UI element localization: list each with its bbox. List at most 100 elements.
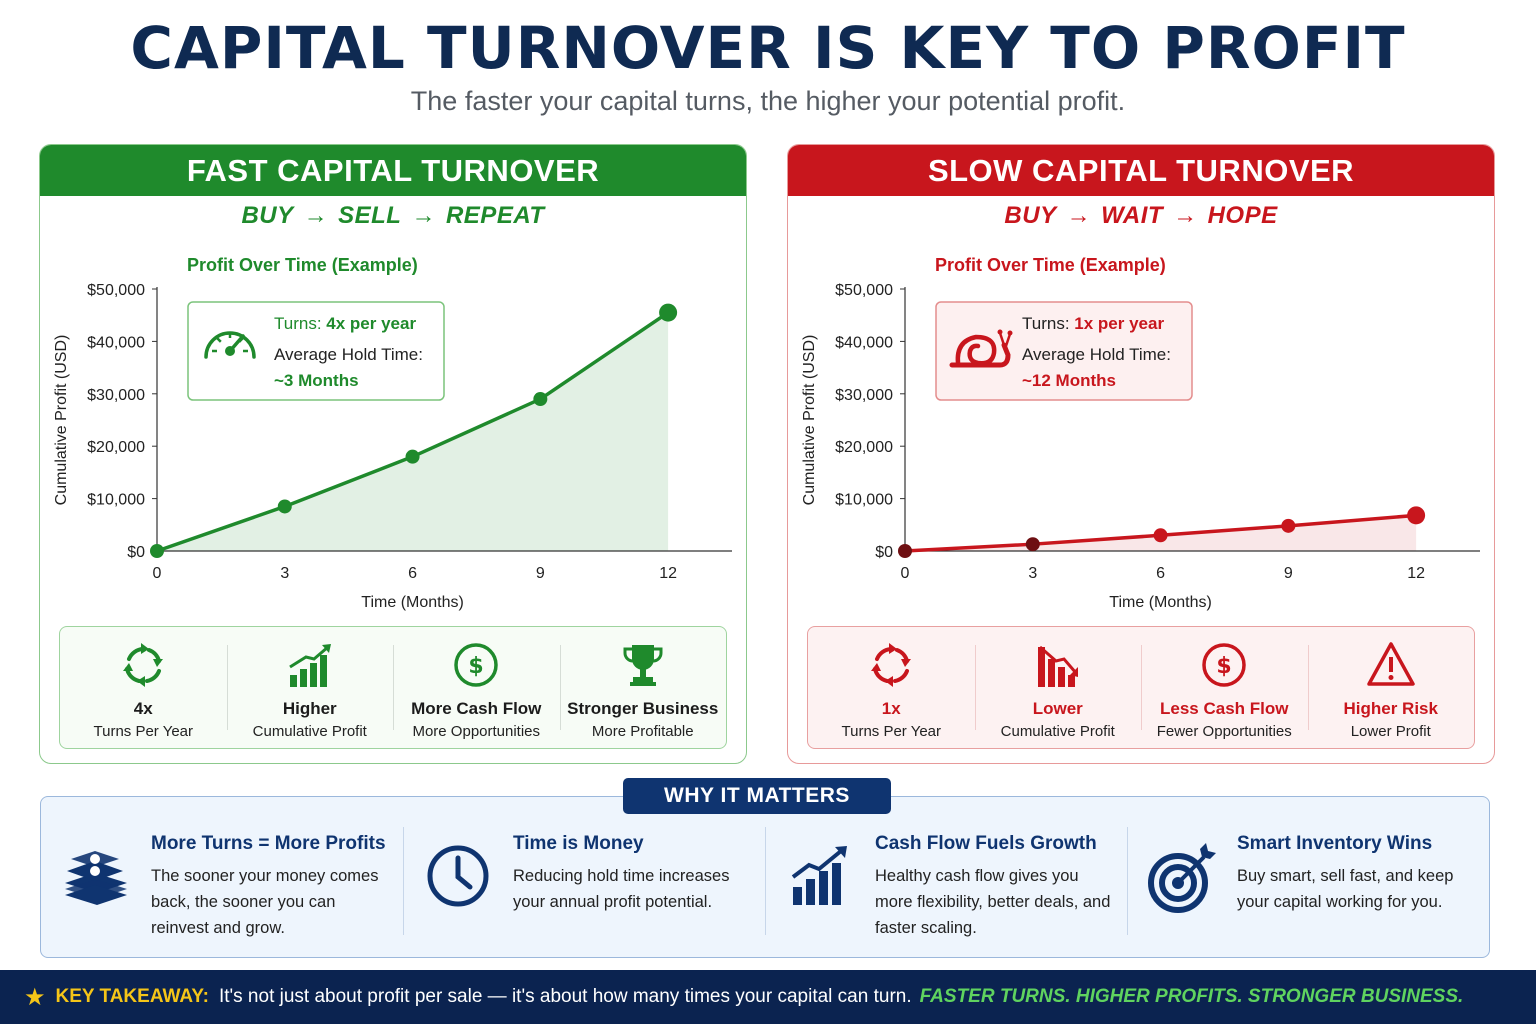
why-title: Smart Inventory Wins: [1237, 833, 1433, 854]
stat-title: Lower: [1032, 699, 1083, 718]
stat-title: 4x: [133, 699, 153, 718]
data-point: [405, 449, 420, 464]
stat-item: Lower Cumulative Profit: [974, 627, 1142, 748]
area-fill: [157, 312, 669, 551]
hold-value: ~3 Months: [274, 371, 359, 390]
arrow-right-icon: →: [411, 202, 436, 229]
why-description: The sooner your money comes back, the so…: [151, 867, 379, 937]
info-card-box: [187, 301, 445, 401]
area-fill: [905, 515, 1417, 551]
stat-subtitle: More Opportunities: [412, 723, 541, 740]
key-takeaway-bar: ★ KEY TAKEAWAY: It's not just about prof…: [0, 970, 1536, 1024]
turns-value: 4x per year: [326, 314, 416, 333]
data-point: [1153, 528, 1168, 543]
hold-label: Average Hold Time:: [274, 345, 423, 364]
turns-label: Turns:: [1022, 314, 1074, 333]
x-axis-label: Time (Months): [361, 594, 464, 611]
x-tick-label: 3: [280, 565, 289, 582]
x-tick-label: 12: [1407, 565, 1425, 582]
flow-step: REPEAT: [445, 202, 545, 229]
svg-text:$: $: [1217, 654, 1232, 679]
x-tick-label: 6: [1156, 565, 1165, 582]
why-item: Cash Flow Fuels Growth Healthy cash flow…: [765, 797, 1127, 957]
page-subtitle: The faster your capital turns, the highe…: [410, 86, 1126, 116]
turns-line: Turns: 4x per year: [274, 314, 416, 333]
stat-subtitle: More Profitable: [591, 723, 694, 740]
stat-subtitle: Cumulative Profit: [1000, 723, 1115, 740]
flow-step: HOPE: [1207, 202, 1278, 229]
x-tick-label: 6: [408, 565, 417, 582]
hold-value: ~12 Months: [1022, 371, 1116, 390]
stat-title: Higher: [282, 699, 337, 718]
growth-chart-icon: [765, 833, 875, 957]
stat-title: Higher Risk: [1343, 699, 1438, 718]
why-it-matters-section: More Turns = More Profits The sooner you…: [40, 796, 1490, 958]
arrow-right-icon: →: [303, 202, 329, 229]
snail-antenna: [998, 332, 1006, 346]
why-item: Smart Inventory Wins Buy smart, sell fas…: [1127, 797, 1489, 957]
y-tick-label: $50,000: [87, 282, 145, 299]
fast-stats-row: 4x Turns Per Year Higher Cumulative Prof…: [59, 626, 727, 749]
fast-panel-header: FAST CAPITAL TURNOVER: [40, 145, 746, 196]
x-tick-label: 0: [153, 565, 162, 582]
why-item: Time is Money Reducing hold time increas…: [403, 797, 765, 957]
bar-chart-down-icon: [975, 639, 1142, 691]
stat-item: $ More Cash Flow More Opportunities: [393, 627, 560, 748]
info-card-box: [935, 301, 1193, 401]
snail-body: [949, 342, 1011, 368]
why-description: Healthy cash flow gives you more flexibi…: [875, 867, 1111, 937]
page-title: CAPITAL TURNOVER IS KEY TO PROFIT: [130, 14, 1406, 82]
stat-item: Stronger Business More Profitable: [559, 627, 727, 748]
data-point: [898, 544, 912, 558]
y-tick-label: $10,000: [87, 492, 145, 509]
arrow-right-icon: →: [1173, 202, 1198, 229]
why-description: Buy smart, sell fast, and keep your capi…: [1237, 867, 1454, 911]
x-tick-label: 3: [1028, 565, 1037, 582]
cycle-arrows-icon: [60, 639, 227, 691]
stat-item: Higher Cumulative Profit: [226, 627, 394, 748]
y-axis-label: Cumulative Profit (USD): [801, 335, 818, 506]
star-icon: ★: [24, 983, 46, 1011]
turns-line: Turns: 1x per year: [1022, 314, 1164, 333]
svg-text:$: $: [469, 654, 484, 679]
clock-icon: [403, 833, 513, 957]
speedometer-icon: [204, 331, 256, 359]
x-axis-label: Time (Months): [1109, 594, 1212, 611]
why-title: More Turns = More Profits: [151, 833, 386, 854]
y-tick-label: $30,000: [835, 387, 893, 404]
y-tick-label: $0: [127, 544, 145, 561]
snail-antenna: [1004, 333, 1012, 347]
why-title: Time is Money: [513, 833, 644, 854]
y-tick-label: $30,000: [87, 387, 145, 404]
x-tick-label: 12: [659, 565, 677, 582]
fast-turnover-panel: FAST CAPITAL TURNOVER BUY → SELL → REPEAT Pr…: [39, 144, 747, 764]
stat-title: 1x: [881, 699, 901, 718]
y-tick-label: $40,000: [835, 334, 893, 351]
data-point: [659, 303, 678, 322]
dollar-circle-icon: $: [393, 639, 560, 691]
stat-subtitle: Fewer Opportunities: [1156, 723, 1292, 740]
data-point: [277, 499, 292, 514]
fast-flow: BUY → SELL → REPEAT: [40, 202, 746, 230]
chart-title: Profit Over Time (Example): [935, 255, 1166, 275]
stat-item: Higher Risk Lower Profit: [1307, 627, 1475, 748]
turn-info-card: Turns: 4x per year Average Hold Time: ~3 M…: [187, 301, 445, 401]
arrow-right-icon: →: [1066, 202, 1092, 229]
turns-value: 1x per year: [1074, 314, 1164, 333]
why-it-matters-badge: WHY IT MATTERS: [623, 778, 891, 814]
stat-title: Stronger Business: [567, 699, 719, 718]
flow-step: WAIT: [1101, 202, 1164, 229]
data-point: [1025, 537, 1040, 552]
stat-subtitle: Turns Per Year: [93, 723, 194, 740]
stat-item: $ Less Cash Flow Fewer Opportunities: [1141, 627, 1308, 748]
y-tick-label: $10,000: [835, 492, 893, 509]
trophy-icon: [560, 639, 727, 691]
stat-title: More Cash Flow: [411, 699, 542, 718]
slow-profit-chart: Profit Over Time (Example) Cumulative Pro…: [801, 255, 1480, 611]
stat-subtitle: Cumulative Profit: [252, 723, 367, 740]
takeaway-label: KEY TAKEAWAY:: [55, 986, 209, 1007]
stat-title: Less Cash Flow: [1160, 699, 1289, 718]
snail-shell: [955, 334, 997, 366]
why-description: Reducing hold time increases your annual…: [513, 867, 730, 911]
turn-info-card: Turns: 1x per year Average Hold Time: ~12 …: [935, 301, 1193, 401]
